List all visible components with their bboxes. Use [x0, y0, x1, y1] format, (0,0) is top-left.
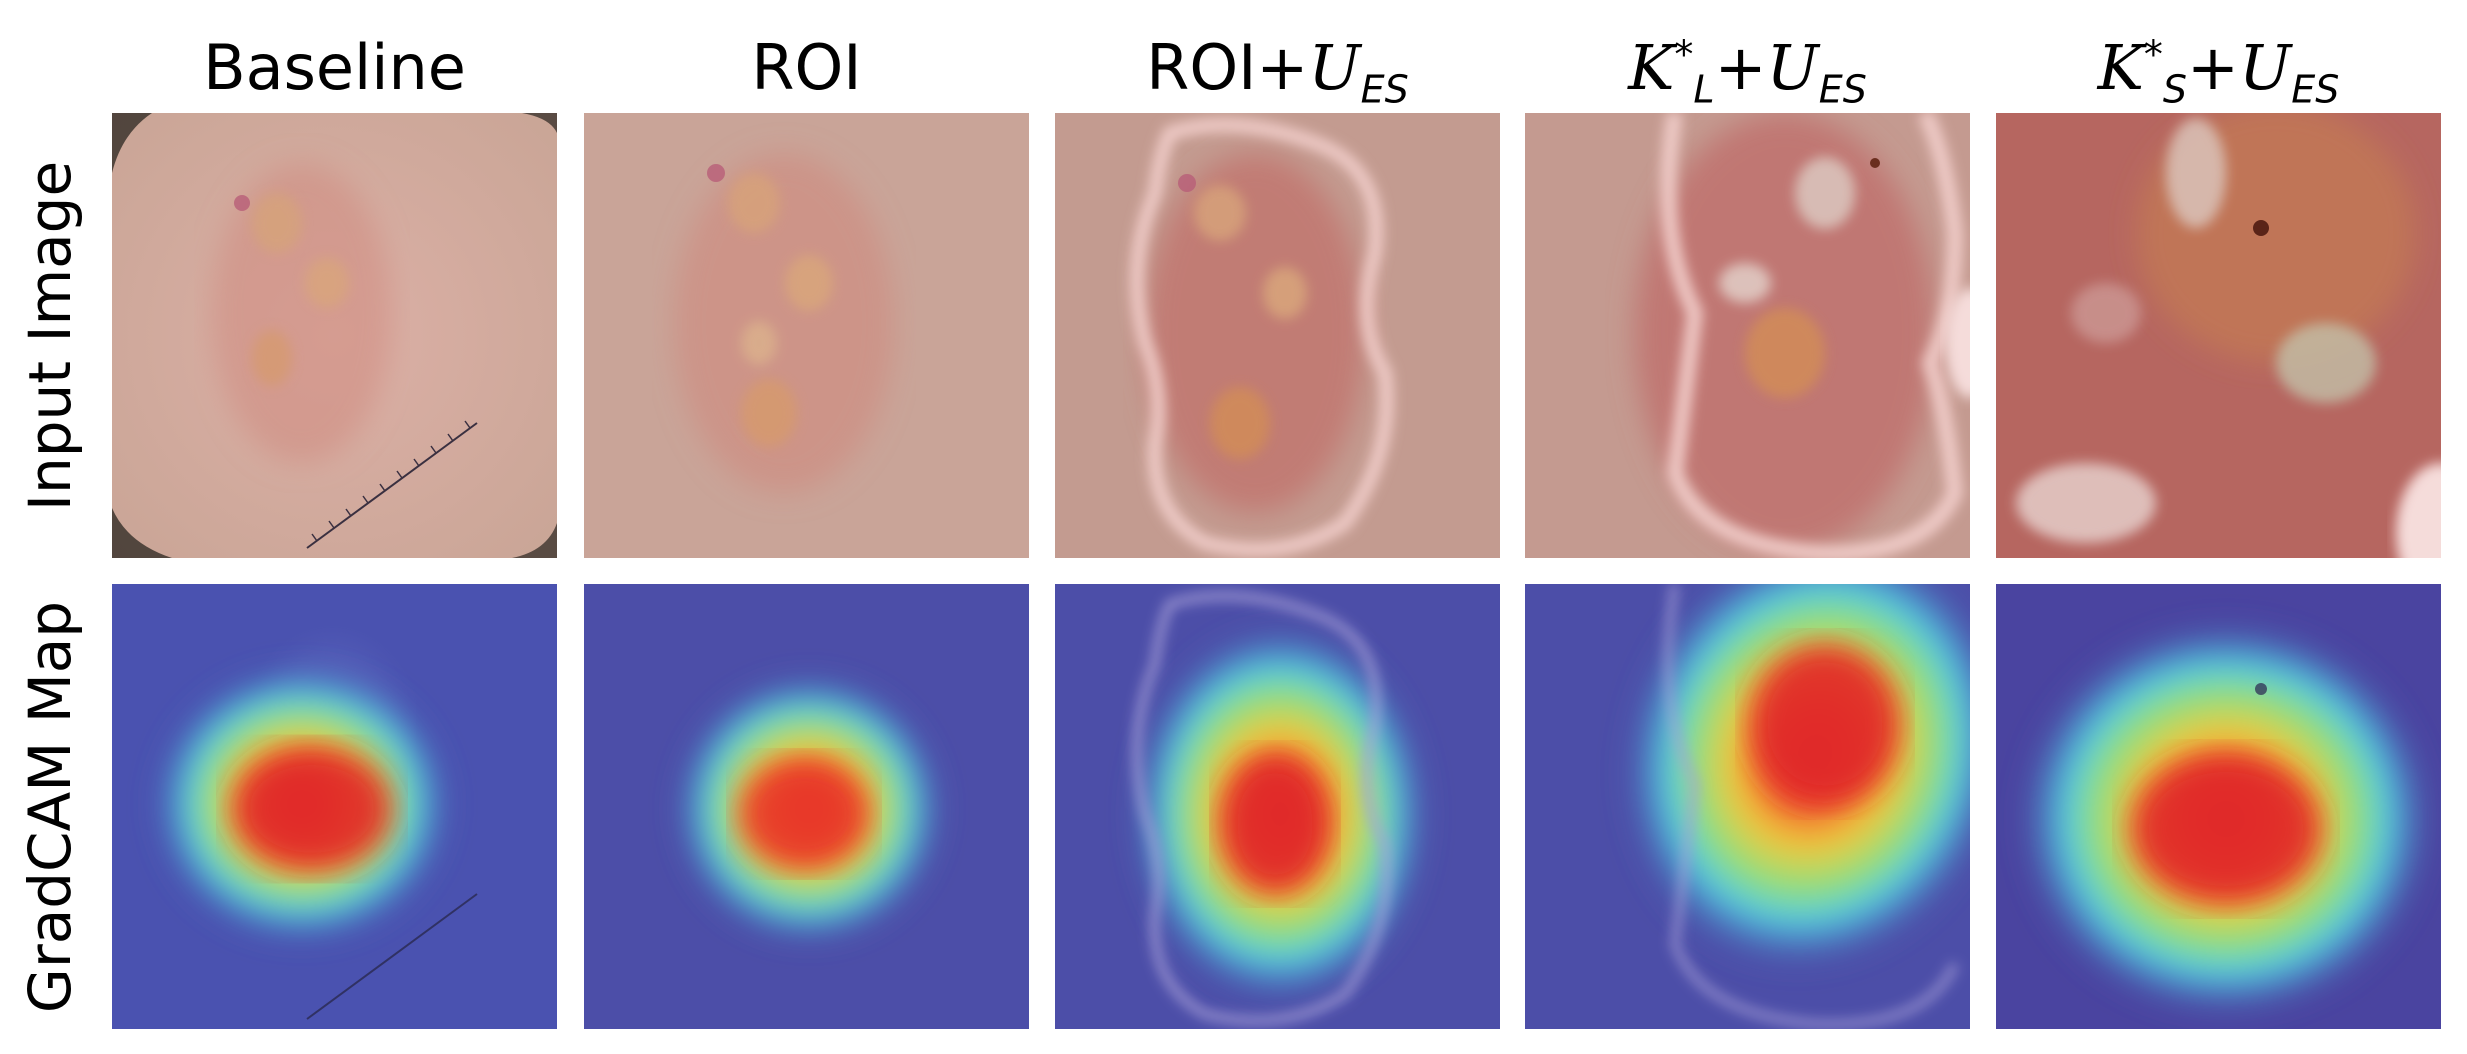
- row-label-text: Input Image: [16, 160, 85, 511]
- row-label-text: GradCAM Map: [16, 600, 85, 1013]
- input-image-baseline: [112, 113, 557, 558]
- gradcam-map-roi: [584, 584, 1029, 1029]
- gradcam-heatmap: [584, 584, 1029, 1029]
- input-image-kl-ues: [1525, 113, 1970, 558]
- column-title-text: ROI: [751, 31, 862, 104]
- gradcam-map-kl-ues: [1525, 584, 1970, 1029]
- column-title-subscript: ES: [2291, 67, 2340, 112]
- column-title-kl-ues: K*L+UES: [1525, 28, 1970, 108]
- gradcam-map-baseline: [112, 584, 557, 1029]
- column-title-script: K: [1628, 31, 1675, 104]
- column-title-script: U: [1766, 31, 1819, 104]
- column-title-baseline: Baseline: [112, 28, 557, 108]
- row-label-gradcam: GradCAM Map: [0, 584, 100, 1029]
- column-title-text: Baseline: [203, 31, 466, 104]
- skin-lesion-image: [1525, 113, 1970, 558]
- gradcam-heatmap: [1996, 584, 2441, 1029]
- column-title-subscript: ES: [1818, 67, 1867, 112]
- column-title-plus: +: [2187, 31, 2239, 104]
- column-title-superscript: *: [2143, 32, 2163, 77]
- skin-lesion-image: [1055, 113, 1500, 558]
- row-label-input: Input Image: [0, 113, 100, 558]
- column-title-subscript: L: [1693, 67, 1715, 112]
- skin-lesion-image: [112, 113, 557, 558]
- input-image-ks-ues: [1996, 113, 2441, 558]
- column-title-ks-ues: K*S+UES: [1996, 28, 2441, 108]
- column-title-subscript: ES: [1360, 67, 1409, 112]
- column-title-superscript: *: [1674, 32, 1694, 77]
- skin-lesion-image: [1996, 113, 2441, 558]
- column-title-roi-ues: ROI+UES: [1055, 28, 1500, 108]
- gradcam-heatmap: [1525, 584, 1970, 1029]
- column-title-roi: ROI: [584, 28, 1029, 108]
- gradcam-heatmap: [112, 584, 557, 1029]
- gradcam-map-roi-ues: [1055, 584, 1500, 1029]
- input-image-roi-ues: [1055, 113, 1500, 558]
- column-title-plus: +: [1714, 31, 1767, 104]
- column-title-prefix: ROI+: [1146, 31, 1309, 104]
- column-title-script: U: [2239, 31, 2292, 104]
- column-title-script: K: [2097, 31, 2144, 104]
- column-title-subscript: S: [2162, 67, 2188, 112]
- column-title-script: U: [1308, 31, 1361, 104]
- gradcam-heatmap: [1055, 584, 1500, 1029]
- input-image-roi: [584, 113, 1029, 558]
- skin-lesion-image: [584, 113, 1029, 558]
- gradcam-map-ks-ues: [1996, 584, 2441, 1029]
